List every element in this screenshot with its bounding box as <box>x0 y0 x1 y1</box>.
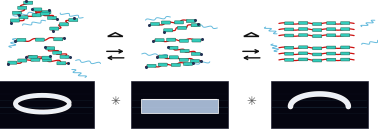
FancyBboxPatch shape <box>132 5 228 77</box>
FancyBboxPatch shape <box>147 64 156 67</box>
FancyBboxPatch shape <box>158 63 167 66</box>
FancyBboxPatch shape <box>43 58 52 62</box>
FancyBboxPatch shape <box>327 22 336 25</box>
FancyBboxPatch shape <box>327 58 336 61</box>
FancyBboxPatch shape <box>53 51 62 54</box>
FancyBboxPatch shape <box>179 58 188 61</box>
FancyBboxPatch shape <box>177 26 186 29</box>
FancyBboxPatch shape <box>285 28 294 31</box>
FancyBboxPatch shape <box>299 34 308 37</box>
FancyBboxPatch shape <box>18 6 27 9</box>
FancyBboxPatch shape <box>42 56 51 59</box>
FancyBboxPatch shape <box>285 46 294 49</box>
FancyBboxPatch shape <box>299 28 308 30</box>
FancyBboxPatch shape <box>11 19 20 22</box>
FancyBboxPatch shape <box>8 61 17 64</box>
FancyBboxPatch shape <box>285 34 294 37</box>
FancyBboxPatch shape <box>341 34 350 37</box>
FancyBboxPatch shape <box>191 52 200 56</box>
FancyBboxPatch shape <box>17 38 26 41</box>
FancyBboxPatch shape <box>313 59 322 62</box>
FancyBboxPatch shape <box>174 21 183 24</box>
FancyBboxPatch shape <box>313 23 322 25</box>
FancyBboxPatch shape <box>46 47 55 50</box>
FancyBboxPatch shape <box>141 99 218 113</box>
FancyBboxPatch shape <box>35 38 44 41</box>
FancyBboxPatch shape <box>341 46 350 49</box>
FancyBboxPatch shape <box>186 20 195 23</box>
FancyBboxPatch shape <box>24 1 33 4</box>
FancyBboxPatch shape <box>164 29 173 32</box>
FancyBboxPatch shape <box>31 58 40 61</box>
FancyBboxPatch shape <box>159 55 168 58</box>
FancyBboxPatch shape <box>169 46 178 49</box>
FancyBboxPatch shape <box>171 63 180 66</box>
FancyBboxPatch shape <box>57 62 66 65</box>
FancyBboxPatch shape <box>192 39 201 42</box>
FancyBboxPatch shape <box>12 11 22 14</box>
FancyBboxPatch shape <box>183 62 192 65</box>
FancyBboxPatch shape <box>313 29 322 32</box>
FancyBboxPatch shape <box>299 52 308 55</box>
FancyBboxPatch shape <box>327 52 336 55</box>
FancyBboxPatch shape <box>299 22 308 24</box>
FancyBboxPatch shape <box>150 22 160 26</box>
FancyBboxPatch shape <box>60 55 69 58</box>
Text: ✳: ✳ <box>246 95 256 108</box>
FancyBboxPatch shape <box>327 28 336 31</box>
FancyBboxPatch shape <box>40 12 49 15</box>
FancyBboxPatch shape <box>299 46 308 49</box>
FancyBboxPatch shape <box>59 23 68 26</box>
FancyBboxPatch shape <box>191 59 200 62</box>
FancyBboxPatch shape <box>0 81 93 128</box>
FancyBboxPatch shape <box>42 11 51 14</box>
FancyBboxPatch shape <box>327 46 336 49</box>
FancyBboxPatch shape <box>69 18 78 22</box>
FancyBboxPatch shape <box>180 39 189 42</box>
FancyBboxPatch shape <box>155 39 164 42</box>
FancyBboxPatch shape <box>18 59 27 62</box>
FancyBboxPatch shape <box>341 28 350 31</box>
FancyBboxPatch shape <box>341 22 350 25</box>
FancyBboxPatch shape <box>285 22 294 25</box>
FancyBboxPatch shape <box>271 5 367 77</box>
FancyBboxPatch shape <box>271 81 367 128</box>
FancyBboxPatch shape <box>47 16 56 20</box>
FancyBboxPatch shape <box>313 53 322 56</box>
FancyBboxPatch shape <box>285 58 294 61</box>
FancyBboxPatch shape <box>161 21 170 24</box>
FancyBboxPatch shape <box>180 49 189 53</box>
FancyBboxPatch shape <box>191 24 200 27</box>
FancyBboxPatch shape <box>299 58 308 61</box>
FancyBboxPatch shape <box>32 14 41 17</box>
FancyBboxPatch shape <box>19 16 28 19</box>
FancyBboxPatch shape <box>313 47 322 50</box>
FancyBboxPatch shape <box>169 56 178 59</box>
FancyBboxPatch shape <box>167 38 176 41</box>
FancyBboxPatch shape <box>341 58 350 61</box>
FancyBboxPatch shape <box>341 52 350 55</box>
FancyBboxPatch shape <box>313 35 322 38</box>
FancyBboxPatch shape <box>50 27 59 30</box>
FancyBboxPatch shape <box>132 81 228 128</box>
FancyBboxPatch shape <box>54 38 63 41</box>
FancyBboxPatch shape <box>0 5 93 77</box>
Text: ✳: ✳ <box>110 95 120 108</box>
FancyBboxPatch shape <box>327 34 336 37</box>
FancyBboxPatch shape <box>33 8 42 11</box>
FancyBboxPatch shape <box>285 52 294 55</box>
FancyBboxPatch shape <box>28 55 37 58</box>
